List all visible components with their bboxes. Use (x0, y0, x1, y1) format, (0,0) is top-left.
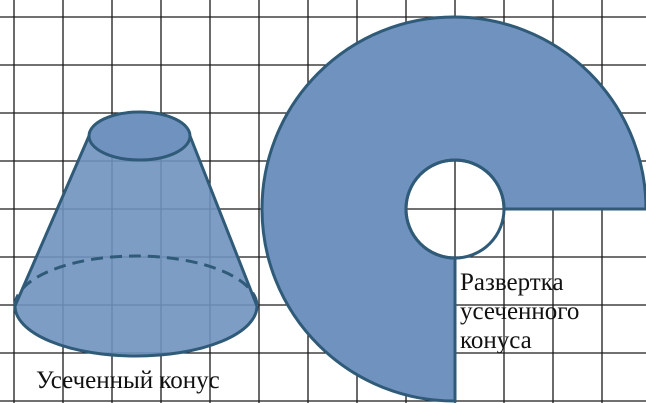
cone-top-ellipse (87, 110, 192, 162)
unfolding-label: Развертка усеченного конуса (460, 268, 579, 355)
truncated-cone-label: Усеченный конус (36, 367, 220, 394)
unfolding-label-line-3: конуса (460, 327, 532, 354)
cone-unfolding-figure (260, 15, 646, 403)
unfolding-label-line-1: Развертка (460, 269, 564, 296)
unfold-inner-circle (404, 158, 506, 260)
cone-base-front-arc (13, 305, 259, 358)
cone-side-right (188, 135, 259, 307)
unfolding-label-line-2: усеченного (460, 298, 580, 325)
cone-base-hidden-arc (13, 254, 259, 307)
truncated-cone-figure (13, 110, 259, 358)
cone-body (15, 111, 257, 356)
cone-side-left (13, 135, 91, 307)
